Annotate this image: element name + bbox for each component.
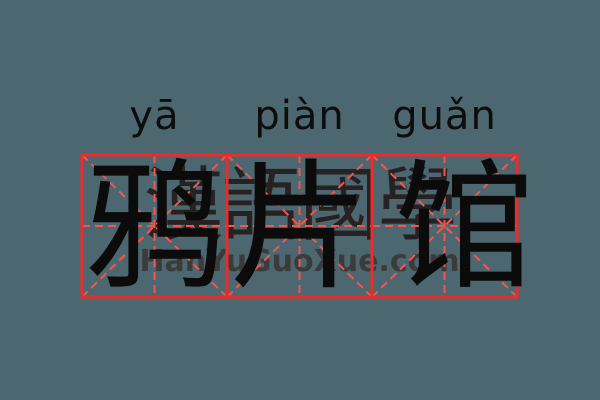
pinyin-syllable-ya: yā bbox=[129, 93, 180, 139]
grid-box-2-guides bbox=[226, 154, 373, 298]
hanzi-guan: 馆 bbox=[394, 147, 535, 310]
characters-row: 鸦 片 馆 bbox=[82, 147, 534, 310]
grid-box-1-guides bbox=[81, 154, 228, 298]
grid-box-3-guides bbox=[371, 154, 518, 298]
pinyin-syllable-guan: guǎn bbox=[392, 93, 497, 139]
pinyin-syllable-pian: piàn bbox=[254, 93, 345, 139]
grid-frame bbox=[80, 153, 519, 299]
pinyin-row: yā piàn guǎn bbox=[82, 92, 517, 142]
hanzi-ya: 鸦 bbox=[84, 147, 225, 310]
writing-grid bbox=[80, 153, 519, 299]
hanzi-pian: 片 bbox=[229, 147, 370, 310]
